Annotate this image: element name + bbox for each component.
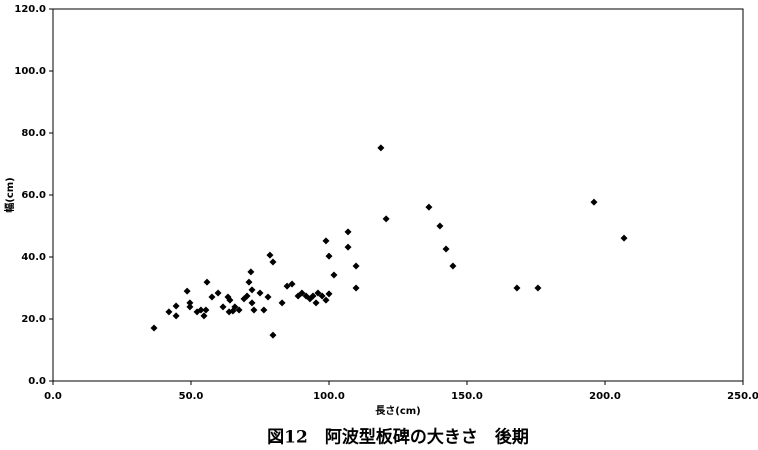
- point: [219, 303, 227, 311]
- point: [203, 278, 211, 286]
- point: [314, 289, 322, 297]
- y-tick-label: 20.0: [21, 314, 46, 325]
- point: [266, 251, 274, 259]
- point: [325, 290, 333, 298]
- point: [231, 303, 239, 311]
- point: [165, 308, 173, 316]
- x-tick-label: 150.0: [451, 391, 483, 402]
- chart-title: 図12 阿波型板碑の大きさ 後期: [267, 427, 529, 448]
- point: [269, 331, 277, 339]
- point: [590, 198, 598, 206]
- point: [325, 252, 333, 260]
- point: [202, 306, 210, 314]
- point: [172, 302, 180, 310]
- y-tick-label: 100.0: [14, 66, 46, 77]
- point: [352, 262, 360, 270]
- point: [248, 286, 256, 294]
- point: [344, 228, 352, 236]
- point: [260, 306, 268, 314]
- y-tick-label: 80.0: [21, 128, 46, 139]
- y-axis-label: 幅(cm): [3, 177, 16, 213]
- point: [288, 280, 296, 288]
- point: [312, 299, 320, 307]
- point: [436, 222, 444, 230]
- point: [513, 284, 521, 292]
- point: [247, 268, 255, 276]
- point: [208, 293, 216, 301]
- point: [330, 271, 338, 279]
- point: [382, 215, 390, 223]
- point: [186, 303, 194, 311]
- point: [620, 234, 628, 242]
- point: [264, 293, 272, 301]
- y-tick-label: 0.0: [28, 376, 46, 387]
- point: [256, 289, 264, 297]
- point: [298, 289, 306, 297]
- x-tick-label: 200.0: [589, 391, 621, 402]
- point: [186, 299, 194, 307]
- point: [344, 243, 352, 251]
- y-tick-label: 40.0: [21, 252, 46, 263]
- plot-frame: [52, 8, 744, 382]
- point: [243, 292, 251, 300]
- y-tick-label: 120.0: [14, 4, 46, 15]
- point: [214, 289, 222, 297]
- point: [197, 306, 205, 314]
- point: [250, 306, 258, 314]
- x-tick-label: 250.0: [727, 391, 758, 402]
- point: [377, 144, 385, 152]
- point: [283, 282, 291, 290]
- point: [248, 299, 256, 307]
- point: [183, 287, 191, 295]
- x-tick-label: 100.0: [313, 391, 345, 402]
- point: [226, 296, 234, 304]
- point: [425, 203, 433, 211]
- point: [322, 237, 330, 245]
- point: [172, 312, 180, 320]
- point: [309, 292, 317, 300]
- point: [278, 299, 286, 307]
- point: [318, 292, 326, 300]
- x-tick-label: 50.0: [179, 391, 204, 402]
- point: [322, 296, 330, 304]
- x-axis-label: 長さ(cm): [375, 405, 421, 417]
- point: [352, 284, 360, 292]
- point: [200, 312, 208, 320]
- point: [534, 284, 542, 292]
- point: [442, 245, 450, 253]
- x-tick-label: 0.0: [44, 391, 62, 402]
- y-tick-label: 60.0: [21, 190, 46, 201]
- point: [449, 262, 457, 270]
- point: [150, 324, 158, 332]
- point: [245, 278, 253, 286]
- point: [235, 306, 243, 314]
- point: [269, 258, 277, 266]
